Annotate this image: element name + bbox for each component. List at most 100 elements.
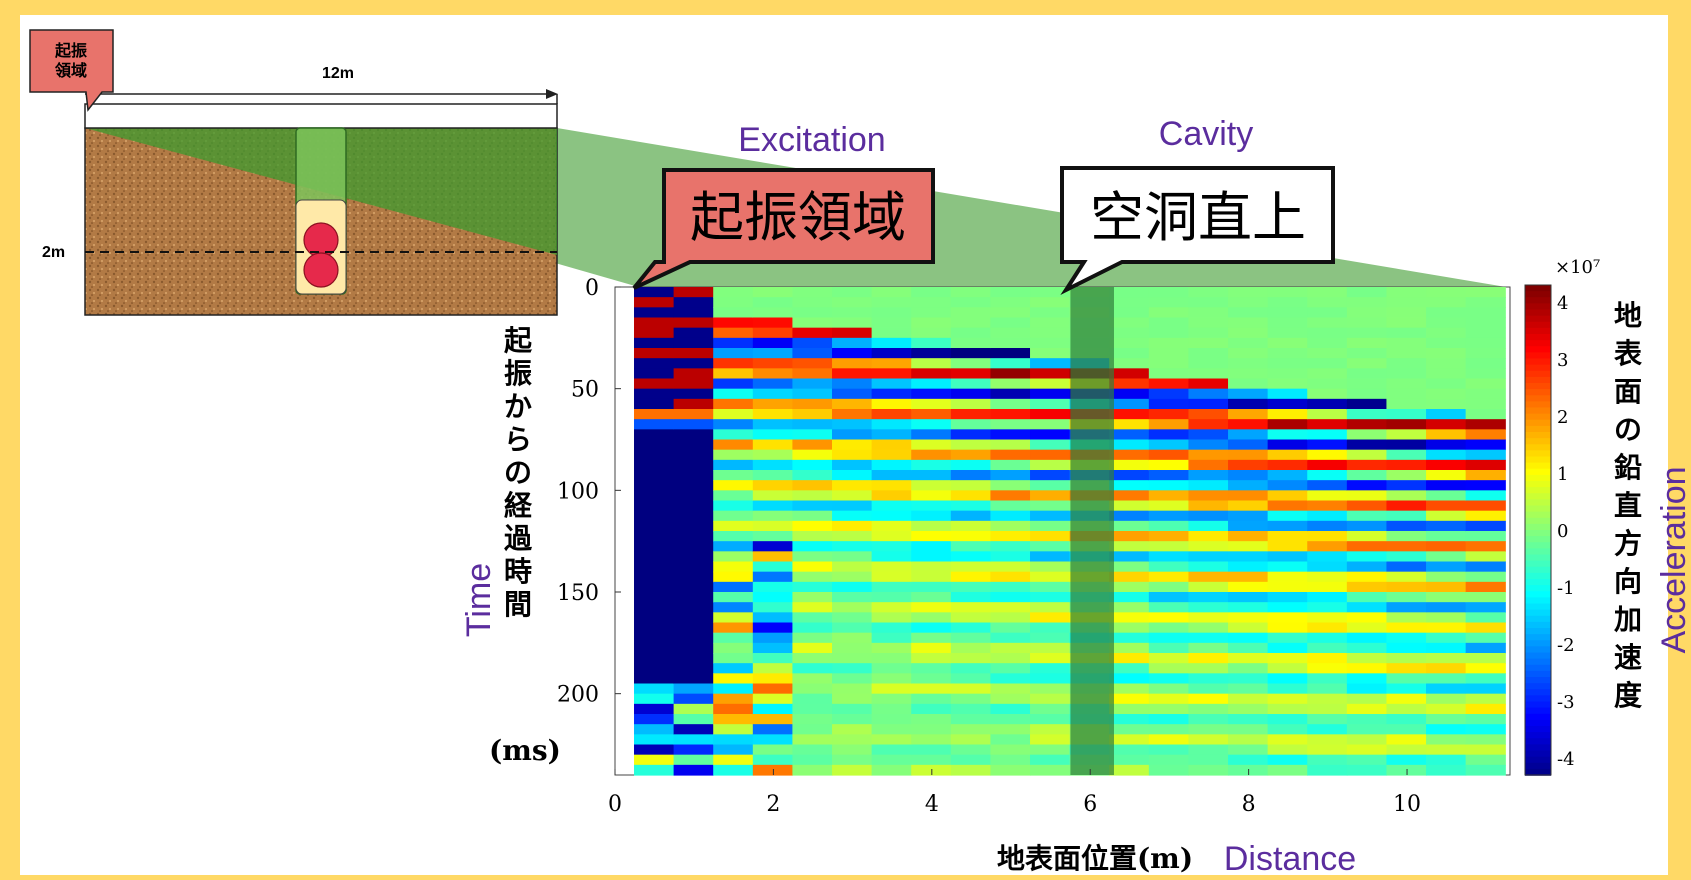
heatmap-cell: [1465, 378, 1506, 390]
heatmap-cell: [1426, 551, 1467, 563]
heatmap-cell: [634, 724, 675, 735]
x-tick-label: 2: [766, 792, 780, 817]
heatmap-cell: [1346, 683, 1388, 695]
heatmap-cell: [1267, 500, 1308, 512]
heatmap-cell: [1148, 673, 1190, 685]
heatmap-cell: [1228, 337, 1269, 349]
heatmap-cell: [871, 714, 912, 725]
heatmap-cell: [1426, 673, 1467, 685]
heatmap-cell: [1386, 429, 1427, 441]
heatmap-cell: [911, 378, 952, 390]
heatmap-cell: [713, 612, 754, 624]
heatmap-cell: [634, 693, 675, 705]
heatmap-cell: [1386, 378, 1427, 390]
heatmap-cell: [871, 622, 912, 634]
heatmap-cell: [1346, 500, 1388, 512]
heatmap-cell: [871, 571, 912, 583]
heatmap-cell: [1148, 317, 1190, 329]
heatmap-cell: [1386, 612, 1427, 624]
heatmap-cell: [832, 449, 873, 461]
heatmap-cell: [1426, 348, 1467, 359]
heatmap-cell: [1307, 581, 1348, 593]
heatmap-cell: [713, 724, 754, 735]
heatmap-cell: [1188, 551, 1229, 563]
heatmap-cell: [673, 612, 714, 624]
heatmap-cell: [950, 622, 992, 634]
heatmap-cell: [1030, 358, 1071, 369]
heatmap-cell: [832, 520, 873, 532]
heatmap-cell: [911, 724, 952, 735]
heatmap-cell: [1307, 541, 1348, 552]
heatmap-cell: [871, 480, 912, 491]
heatmap-cell: [1188, 531, 1229, 542]
heatmap-cell: [1148, 287, 1190, 298]
heatmap-cell: [1109, 612, 1150, 624]
heatmap-cell: [1109, 663, 1150, 674]
heatmap-cell: [1346, 612, 1388, 624]
heatmap-cell: [1386, 500, 1427, 512]
heatmap-cell: [911, 693, 952, 705]
heatmap-cell: [1346, 592, 1388, 603]
heatmap-cell: [752, 510, 794, 522]
heatmap-cell: [1188, 724, 1229, 735]
heatmap-cell: [713, 622, 754, 634]
heatmap-cell: [1188, 307, 1229, 319]
heatmap-cell: [1346, 409, 1388, 420]
length-bar: [84, 103, 558, 129]
heatmap-cell: [1030, 561, 1071, 573]
cavity-callout: 空洞直上: [1060, 166, 1335, 296]
heatmap-cell: [1426, 653, 1467, 664]
heatmap-cell: [792, 734, 833, 746]
heatmap-cell: [1148, 470, 1190, 481]
heatmap-cell: [752, 287, 794, 298]
heatmap-cell: [1148, 561, 1190, 573]
heatmap-cell: [1426, 744, 1467, 756]
heatmap-cell: [990, 653, 1031, 664]
heatmap-cell: [832, 439, 873, 451]
heatmap-cell: [1030, 439, 1071, 451]
heatmap-cell: [871, 490, 912, 502]
heatmap-cell: [1030, 388, 1071, 400]
heatmap-cell: [1307, 764, 1348, 776]
heatmap-cell: [1307, 724, 1348, 735]
heatmap-cell: [950, 531, 992, 542]
heatmap-cell: [713, 683, 754, 695]
heatmap-cell: [1188, 642, 1229, 654]
heatmap-cell: [1307, 653, 1348, 664]
heatmap-cell: [911, 500, 952, 512]
heatmap-cell: [1109, 337, 1150, 349]
heatmap-cell: [792, 490, 833, 502]
heatmap-cell: [1307, 632, 1348, 644]
heatmap-cell: [1307, 693, 1348, 705]
heatmap-cell: [1109, 358, 1150, 369]
heatmap-cell: [673, 327, 714, 339]
heatmap-cell: [713, 388, 754, 400]
heatmap-cell: [1267, 653, 1308, 664]
heatmap-cell: [752, 470, 794, 481]
heatmap-cell: [1228, 612, 1269, 624]
heatmap-cell: [950, 581, 992, 593]
heatmap-cell: [1267, 398, 1308, 410]
y-tick-label: 150: [557, 581, 599, 606]
heatmap-cell: [1228, 602, 1269, 613]
heatmap-cell: [673, 429, 714, 441]
heatmap-cell: [792, 297, 833, 308]
heatmap-cell: [1307, 378, 1348, 390]
heatmap-cell: [1307, 744, 1348, 756]
svg-text:起振領域: 起振領域: [54, 41, 87, 80]
heatmap-cell: [1346, 470, 1388, 481]
heatmap-cell: [1109, 307, 1150, 319]
heatmap-cell: [950, 348, 992, 359]
heatmap-cell: [1426, 581, 1467, 593]
colorbar-tick-label: 3: [1557, 350, 1568, 371]
heatmap-cell: [713, 744, 754, 756]
heatmap-cell: [1030, 297, 1071, 308]
heatmap-cell: [792, 307, 833, 319]
heatmap-cell: [911, 480, 952, 491]
heatmap-cell: [1228, 449, 1269, 461]
heatmap-cell: [752, 531, 794, 542]
heatmap-cell: [832, 551, 873, 563]
heatmap-cell: [1465, 520, 1506, 532]
heatmap-cell: [1267, 358, 1308, 369]
